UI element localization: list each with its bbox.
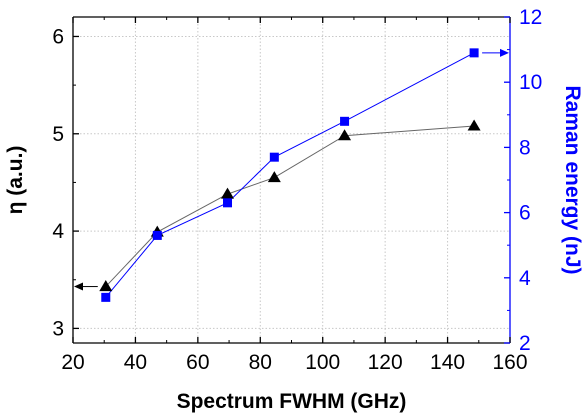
series-lines [105,52,475,298]
markers [99,48,481,302]
x-tick-label: 120 [368,351,403,374]
y-left-tick-label: 4 [52,220,64,243]
point-marker-square [340,116,350,126]
x-tick-label: 80 [249,351,272,374]
ticks [72,16,511,344]
tick-labels: 20 40 60 80 100 120 140 160 3 4 5 6 2 4 6 8 10 12 [52,6,542,374]
y-right-tick-label: 12 [519,6,542,29]
series-line-left [105,125,475,287]
y-right-tick-label: 6 [519,202,531,225]
series-line-right [105,52,475,298]
point-marker-triangle [221,187,235,199]
plot-frame [72,16,511,344]
point-marker-triangle [467,119,481,131]
y-right-tick-label: 4 [519,267,531,290]
point-marker-square [101,292,111,302]
point-marker-square [469,48,479,58]
point-marker-square [223,198,233,208]
y-left-tick-label: 3 [52,317,64,340]
x-axis-title: Spectrum FWHM (GHz) [177,390,407,413]
x-tick-label: 140 [430,351,465,374]
x-tick-label: 60 [186,351,209,374]
point-marker-square [152,230,162,240]
x-tick-label: 160 [492,351,527,374]
point-marker-triangle [99,280,113,292]
y-axis-left-title: η (a.u.) [4,146,27,215]
y-right-tick-label: 8 [519,136,531,159]
y-right-tick-label: 10 [519,71,542,94]
x-tick-label: 40 [124,351,147,374]
axis-arrow-right-head [500,48,509,57]
x-tick-label: 20 [61,351,84,374]
point-marker-square [269,152,279,162]
x-tick-label: 100 [305,351,340,374]
y-axis-right-title: Raman energy (nJ) [561,85,584,274]
y-left-tick-label: 5 [52,123,64,146]
axis-arrow-left-head [74,282,83,291]
grid [73,17,510,343]
point-marker-triangle [267,171,281,183]
y-right-tick-label: 2 [519,332,531,355]
point-marker-triangle [338,129,352,141]
y-left-tick-label: 6 [52,25,64,48]
arrows [74,48,509,291]
